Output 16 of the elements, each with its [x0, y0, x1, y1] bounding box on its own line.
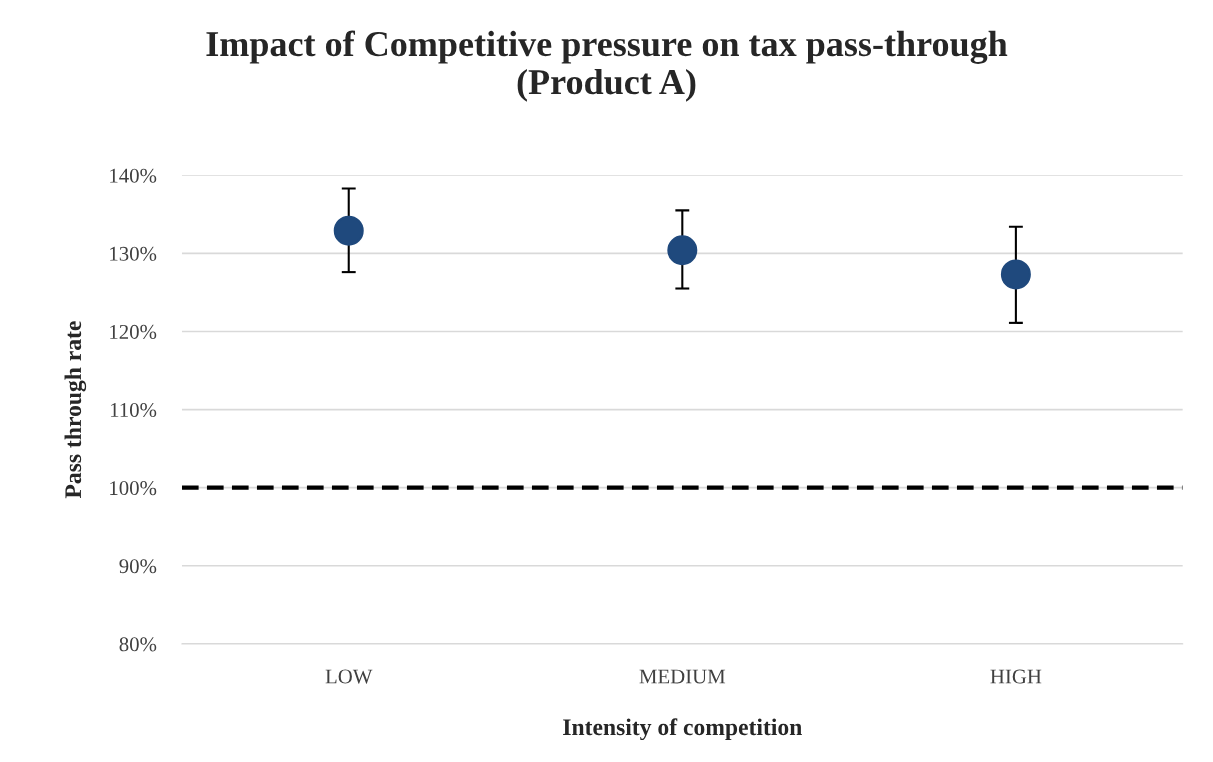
- x-axis-title: Intensity of competition: [563, 718, 802, 741]
- y-tick-label: 110%: [110, 402, 157, 418]
- y-tick-label: 100%: [110, 481, 157, 496]
- x-tick-label: LOW: [325, 669, 373, 684]
- y-tick-label: 140%: [110, 168, 157, 183]
- point: [1000, 259, 1031, 290]
- x-tick-label: HIGH: [990, 669, 1042, 684]
- y-tick-label: 130%: [110, 246, 157, 261]
- y-tick-label: 90%: [119, 559, 157, 574]
- y-tick-label: 80%: [119, 637, 157, 652]
- x-tick-label: MEDIUM: [639, 669, 726, 684]
- chart-title: Impact of Competitive pressure on tax pass-through (Product A): [206, 30, 1008, 102]
- point: [333, 215, 364, 246]
- y-tick-label: 120%: [110, 324, 157, 339]
- y-axis-title: Pass through rate: [64, 321, 87, 499]
- point: [667, 235, 698, 266]
